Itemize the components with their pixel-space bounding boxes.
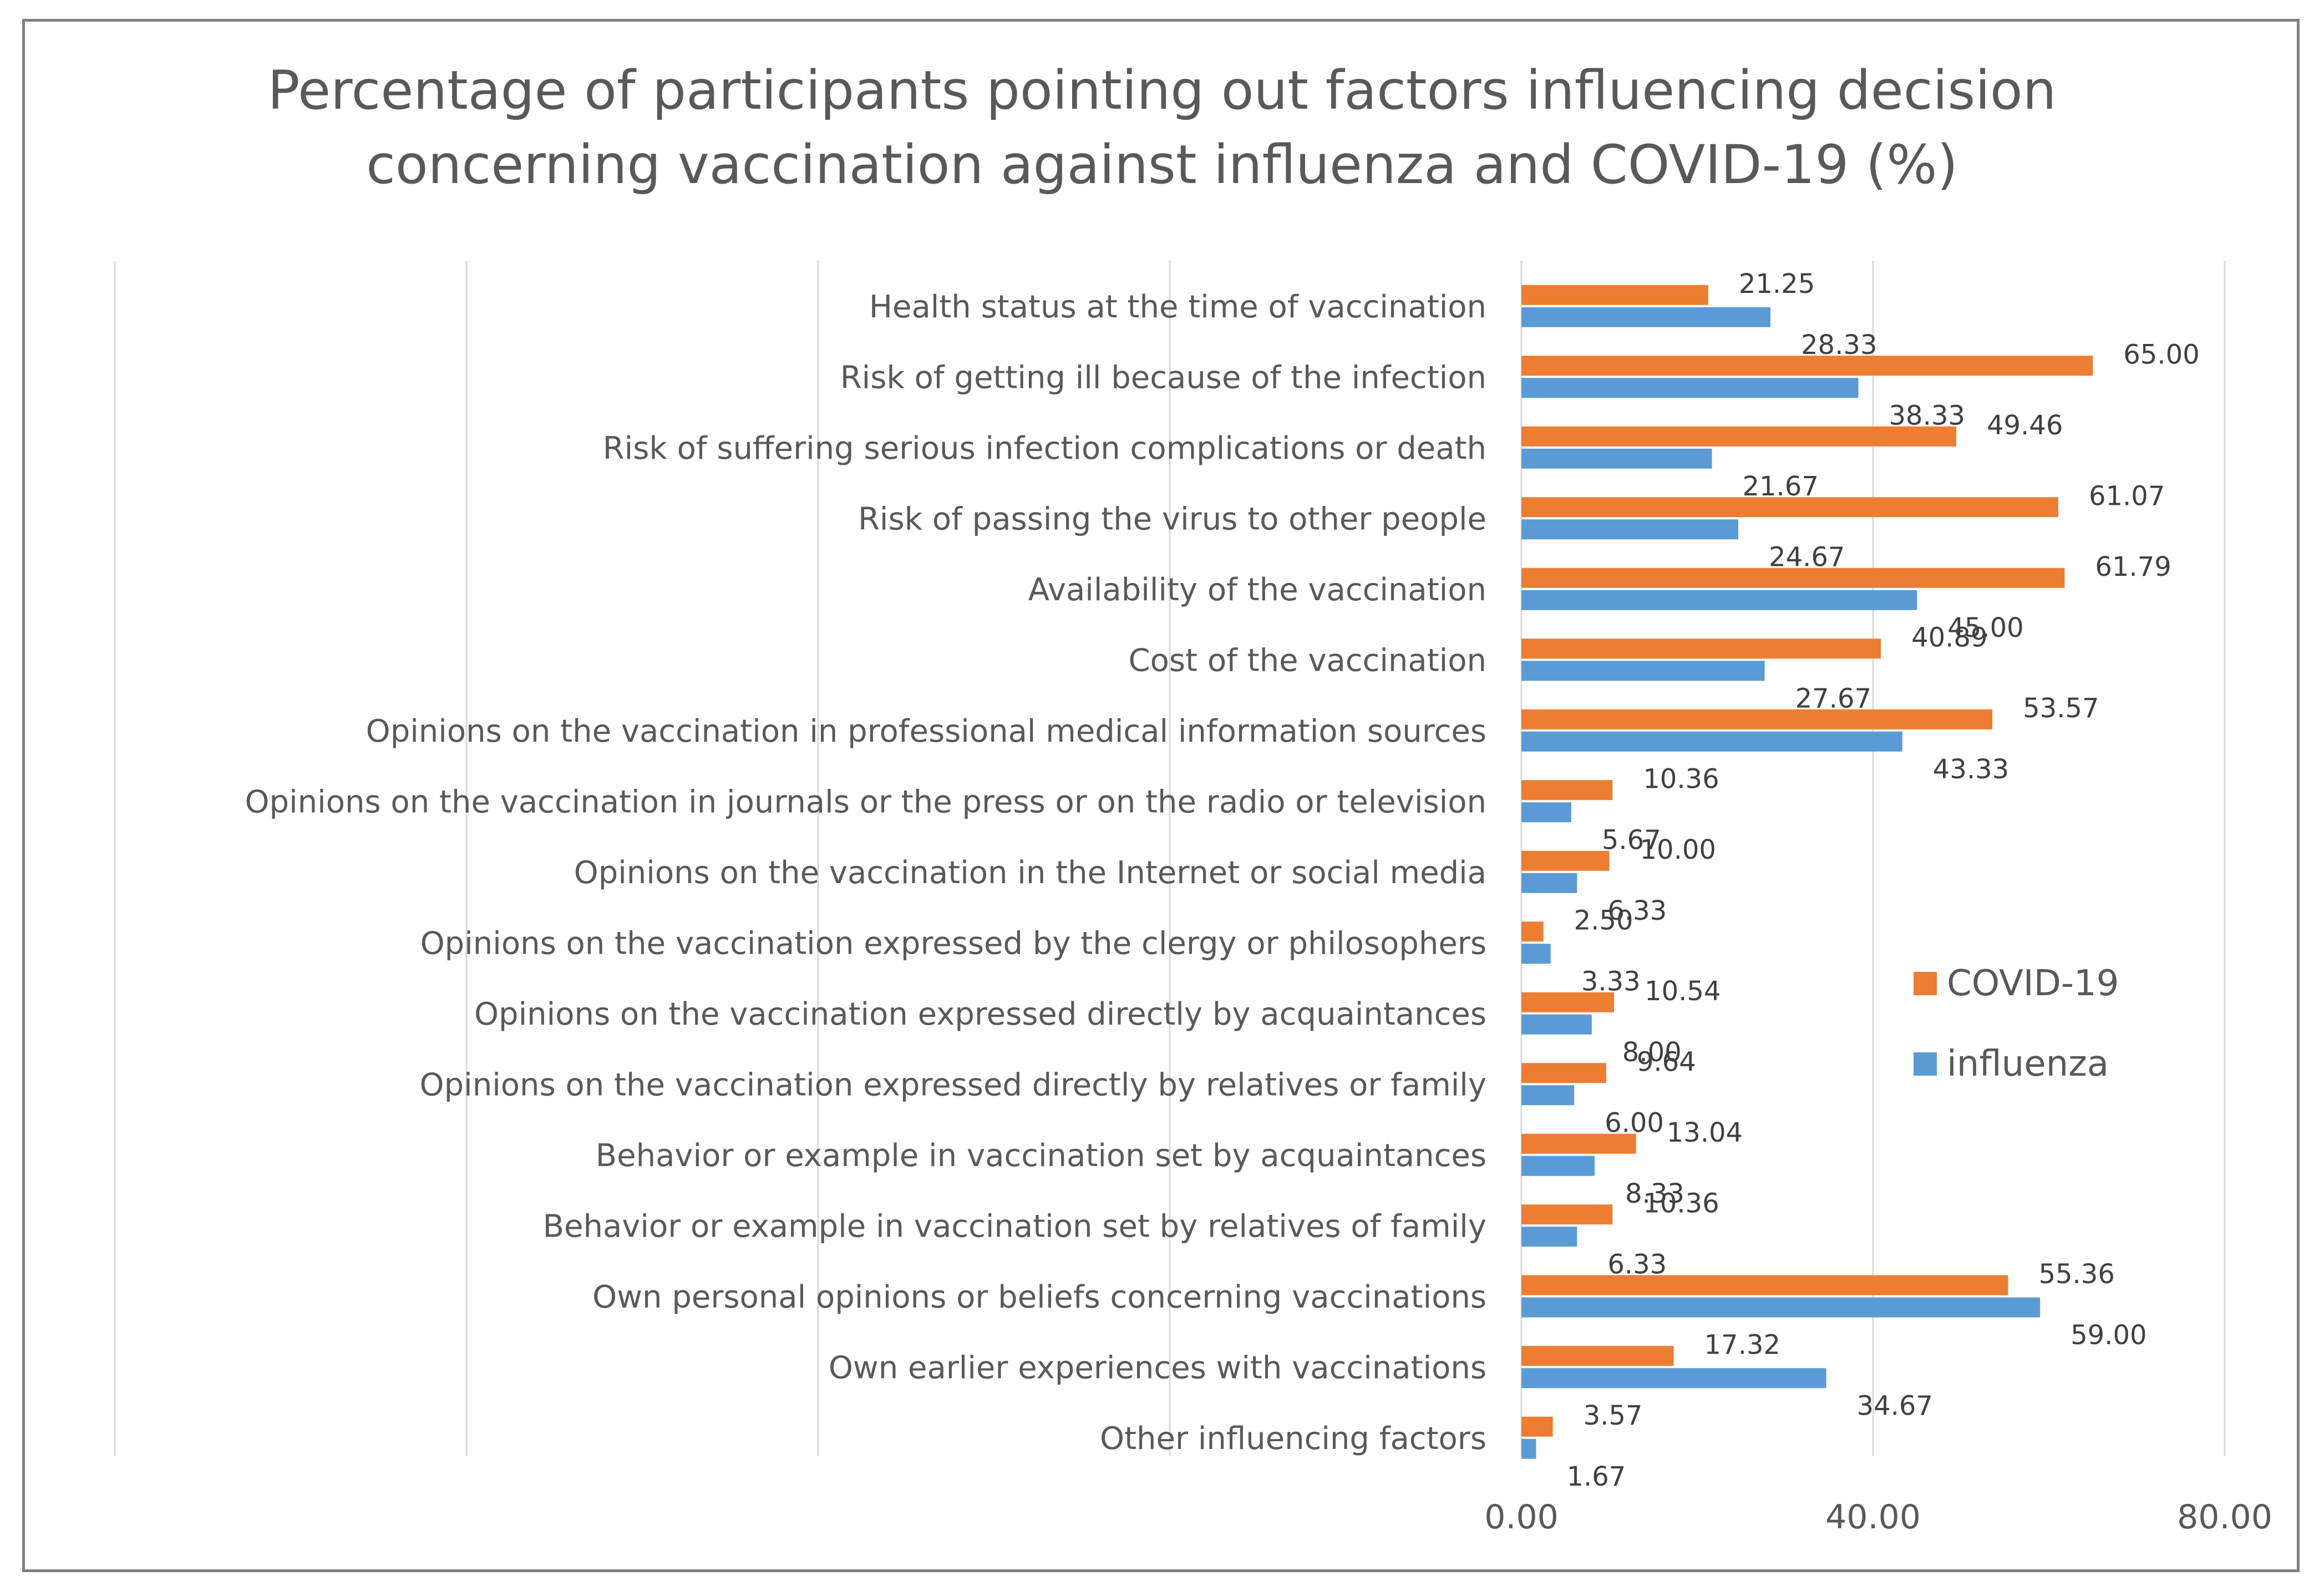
bar-influenza (1521, 1085, 1575, 1106)
bar-influenza (1521, 661, 1765, 681)
bar-influenza (1521, 1227, 1577, 1247)
data-label-covid: 49.46 (1987, 410, 2063, 441)
bar-influenza (1521, 1438, 1536, 1459)
category-label: Opinions on the vaccination in the Inter… (574, 855, 1486, 891)
chart-legend: COVID-19 influenza (1914, 943, 2119, 1104)
legend-label-covid: COVID-19 (1947, 962, 2119, 1004)
bar-covid (1521, 568, 2065, 588)
chart-title: Percentage of participants pointing out … (0, 53, 2324, 202)
legend-swatch-covid (1914, 971, 1937, 995)
chart-title-line-1: Percentage of participants pointing out … (267, 59, 2057, 121)
data-label-influenza: 1.67 (1566, 1461, 1626, 1492)
category-label: Opinions on the vaccination in journals … (245, 784, 1486, 820)
bar-covid (1521, 1416, 1553, 1437)
bar-influenza (1521, 307, 1771, 327)
data-label-influenza: 27.67 (1795, 683, 1871, 714)
bar-covid (1521, 1346, 1674, 1366)
data-label-covid: 2.50 (1574, 905, 1633, 936)
x-tick-label: 40.00 (1825, 1498, 1921, 1537)
category-label: Own personal opinions or beliefs concern… (592, 1279, 1486, 1315)
data-label-covid: 9.64 (1637, 1046, 1696, 1077)
data-label-influenza: 45.00 (1947, 612, 2023, 644)
data-label-covid: 10.36 (1643, 1188, 1719, 1219)
legend-swatch-influenza (1914, 1052, 1937, 1076)
category-label: Behavior or example in vaccination set b… (543, 1208, 1486, 1244)
bar-covid (1521, 1063, 1606, 1083)
bar-covid (1521, 780, 1613, 800)
bar-covid (1521, 709, 1993, 729)
bar-influenza (1521, 1014, 1592, 1035)
data-label-influenza: 5.67 (1602, 824, 1661, 855)
bar-covid (1521, 992, 1615, 1012)
data-label-influenza: 43.33 (1933, 754, 2009, 785)
data-label-influenza: 3.33 (1581, 966, 1641, 997)
data-label-covid: 3.57 (1584, 1400, 1643, 1431)
bar-covid (1521, 1204, 1613, 1225)
bar-influenza (1521, 590, 1917, 610)
data-label-covid: 10.00 (1640, 834, 1716, 865)
category-label: Risk of passing the virus to other peopl… (858, 501, 1486, 537)
legend-item-influenza: influenza (1914, 1024, 2119, 1104)
category-label: Cost of the vaccination (1129, 642, 1486, 678)
chart-title-line-2: concerning vaccination against influenza… (366, 134, 1958, 196)
category-label: Own earlier experiences with vaccination… (829, 1350, 1486, 1386)
data-label-covid: 21.25 (1739, 268, 1815, 300)
data-label-covid: 17.32 (1704, 1329, 1780, 1360)
data-label-influenza: 38.33 (1889, 400, 1965, 431)
data-label-covid: 40.89 (1911, 622, 1987, 653)
data-label-covid: 53.57 (2023, 693, 2099, 724)
data-label-covid: 61.07 (2089, 480, 2165, 511)
x-tick-label: 0.00 (1484, 1498, 1559, 1537)
category-label: Opinions on the vaccination in professio… (366, 713, 1486, 749)
data-label-influenza: 21.67 (1742, 471, 1818, 502)
category-label: Risk of getting ill because of the infec… (840, 359, 1486, 396)
data-label-covid: 13.04 (1667, 1117, 1743, 1148)
bar-covid (1521, 639, 1881, 659)
data-label-influenza: 8.00 (1622, 1037, 1682, 1068)
category-label: Risk of suffering serious infection comp… (603, 430, 1486, 467)
legend-label-influenza: influenza (1947, 1043, 2109, 1085)
category-label: Availability of the vaccination (1028, 572, 1486, 608)
bar-influenza (1521, 944, 1551, 964)
data-label-influenza: 6.33 (1607, 895, 1667, 926)
bar-covid (1521, 426, 1956, 447)
bar-influenza (1521, 731, 1902, 752)
data-label-influenza: 24.67 (1769, 541, 1845, 572)
data-label-influenza: 6.00 (1605, 1107, 1664, 1138)
bar-covid (1521, 497, 2058, 518)
category-label: Opinions on the vaccination expressed di… (474, 996, 1486, 1032)
category-label: Other influencing factors (1100, 1421, 1486, 1457)
data-label-influenza: 6.33 (1607, 1249, 1667, 1280)
x-tick-label: 80.00 (2177, 1498, 2272, 1537)
data-label-covid: 10.54 (1645, 976, 1721, 1007)
bar-influenza (1521, 519, 1739, 540)
bar-covid (1521, 1275, 2008, 1295)
bar-covid (1521, 356, 2093, 376)
data-label-influenza: 8.33 (1625, 1178, 1684, 1209)
bar-influenza (1521, 378, 1859, 398)
category-label: Opinions on the vaccination expressed by… (420, 925, 1486, 961)
category-label: Opinions on the vaccination expressed di… (420, 1067, 1486, 1103)
bar-covid (1521, 1133, 1636, 1154)
data-label-covid: 10.36 (1643, 763, 1719, 794)
data-label-influenza: 34.67 (1857, 1390, 1933, 1421)
bar-influenza (1521, 448, 1712, 469)
data-label-influenza: 59.00 (2071, 1320, 2147, 1351)
bar-influenza (1521, 1368, 1826, 1389)
bar-covid (1521, 850, 1610, 871)
data-label-covid: 65.00 (2123, 339, 2199, 370)
bar-influenza (1521, 802, 1571, 823)
bar-influenza (1521, 873, 1577, 893)
data-label-influenza: 28.33 (1801, 330, 1877, 361)
bar-covid (1521, 921, 1544, 942)
bar-influenza (1521, 1156, 1595, 1176)
bar-influenza (1521, 1297, 2041, 1318)
data-label-covid: 55.36 (2038, 1259, 2114, 1290)
category-label: Behavior or example in vaccination set b… (596, 1138, 1486, 1174)
legend-item-covid: COVID-19 (1914, 943, 2119, 1024)
category-label: Health status at the time of vaccination (869, 289, 1486, 325)
data-label-covid: 61.79 (2095, 551, 2171, 582)
bar-covid (1521, 285, 1708, 305)
